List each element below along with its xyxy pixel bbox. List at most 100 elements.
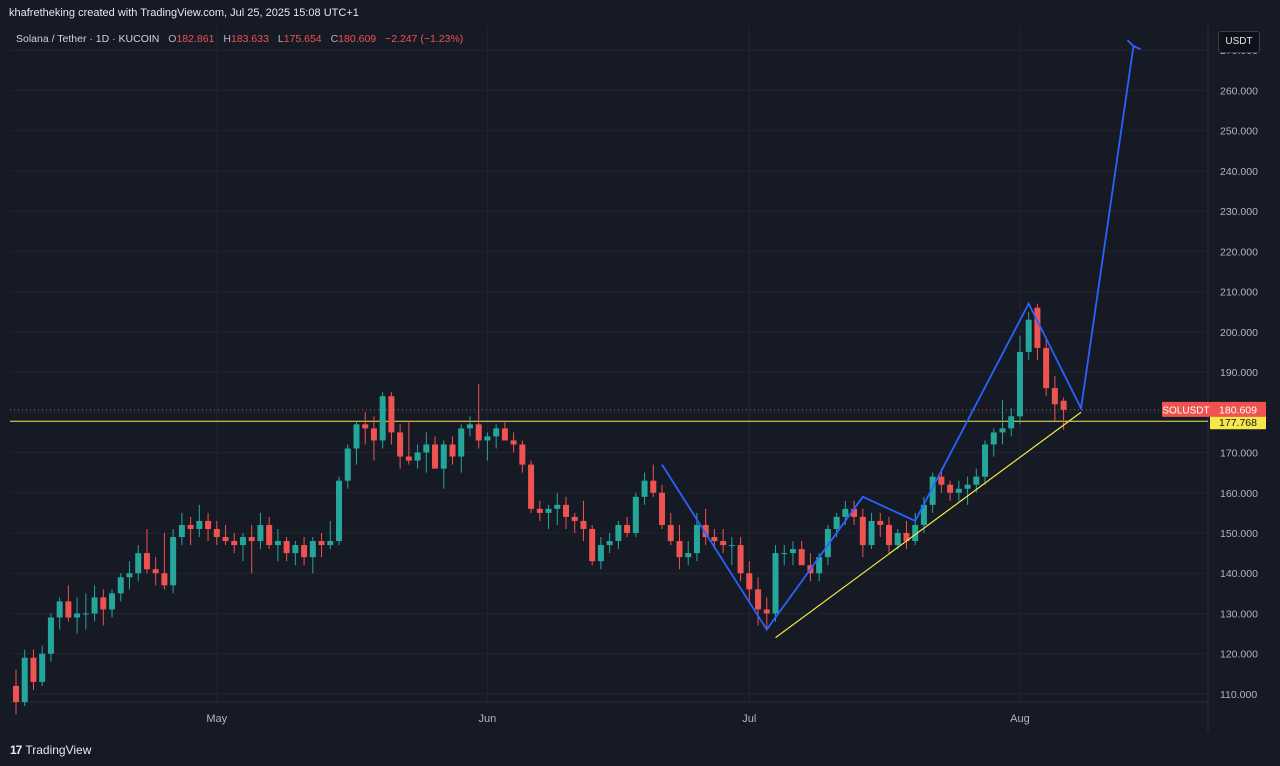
support-level-badge bbox=[1210, 414, 1266, 430]
candle-body bbox=[912, 524, 919, 542]
candle-body bbox=[143, 553, 150, 570]
candle-body bbox=[362, 424, 369, 429]
candle-body bbox=[938, 476, 945, 485]
candle-body bbox=[353, 424, 360, 449]
price-tick-label: 130.000 bbox=[1220, 608, 1258, 620]
candle-body bbox=[170, 537, 177, 586]
candle-body bbox=[484, 436, 491, 441]
candle-body bbox=[536, 508, 543, 513]
tradingview-logo[interactable]: 17 TradingView bbox=[10, 743, 91, 757]
price-tick-label: 150.000 bbox=[1220, 528, 1258, 540]
candle-body bbox=[74, 613, 81, 618]
candle-body bbox=[624, 524, 631, 533]
candle-body bbox=[510, 440, 517, 445]
candle-body bbox=[117, 577, 124, 594]
tradingview-logo-text: TradingView bbox=[25, 743, 92, 757]
candle-body bbox=[615, 524, 622, 542]
candle-body bbox=[737, 545, 744, 574]
candle-body bbox=[973, 476, 980, 485]
candle-body bbox=[432, 444, 439, 469]
candle-body bbox=[56, 601, 63, 618]
candle-body bbox=[781, 553, 788, 555]
candle-body bbox=[693, 524, 700, 554]
candle-body bbox=[266, 524, 273, 546]
open-label: O bbox=[168, 33, 177, 45]
candle-body bbox=[379, 396, 386, 441]
close-label: C bbox=[330, 33, 339, 45]
candle-body bbox=[1025, 319, 1032, 352]
candle-body bbox=[763, 609, 770, 614]
candle-body bbox=[239, 537, 246, 546]
candle-body bbox=[196, 520, 203, 529]
symbol-legend: Solana / Tether · 1D · KUCOIN O182.861 H… bbox=[16, 33, 463, 45]
candle-body bbox=[746, 573, 753, 590]
candle-body bbox=[187, 524, 194, 529]
high-label: H bbox=[223, 33, 231, 45]
candle-body bbox=[685, 553, 692, 558]
candle-body bbox=[135, 553, 142, 574]
change-value: −2.247 (−1.23%) bbox=[385, 33, 464, 45]
candle-body bbox=[274, 541, 281, 546]
candle-body bbox=[222, 537, 229, 542]
candle-body bbox=[1051, 388, 1058, 405]
candle-body bbox=[1016, 351, 1023, 417]
candle-body bbox=[397, 432, 404, 457]
high-value: 183.633 bbox=[230, 33, 269, 45]
candle-body bbox=[545, 508, 552, 513]
candle-body bbox=[851, 508, 858, 517]
candle-body bbox=[877, 520, 884, 525]
projection-arrowhead bbox=[1126, 39, 1141, 50]
price-tick-label: 260.000 bbox=[1220, 85, 1258, 97]
candle-body bbox=[842, 508, 849, 517]
candle-body bbox=[405, 456, 412, 461]
candle-body bbox=[947, 484, 954, 493]
candle-body bbox=[964, 484, 971, 489]
price-tick-label: 200.000 bbox=[1220, 327, 1258, 339]
candle-body bbox=[257, 524, 264, 542]
candle-body bbox=[999, 428, 1006, 433]
candlestick-chart[interactable]: 270.000260.000250.000240.000230.000220.0… bbox=[10, 26, 1270, 732]
candle-body bbox=[580, 520, 587, 529]
candle-body bbox=[798, 549, 805, 566]
price-tick-label: 190.000 bbox=[1220, 367, 1258, 379]
chart-area[interactable]: 270.000260.000250.000240.000230.000220.0… bbox=[10, 26, 1270, 732]
last-price-badge bbox=[1210, 401, 1266, 417]
candle-body bbox=[632, 496, 639, 533]
candle-body bbox=[213, 528, 220, 538]
candle-body bbox=[519, 444, 526, 465]
candle-body bbox=[1060, 400, 1067, 410]
symbol-description[interactable]: Solana / Tether · 1D · KUCOIN bbox=[16, 33, 160, 45]
candle-body bbox=[903, 533, 910, 542]
candle-body bbox=[440, 444, 447, 469]
candle-body bbox=[47, 617, 54, 654]
candle-body bbox=[789, 549, 796, 554]
candle-body bbox=[650, 480, 657, 493]
candle-body bbox=[755, 589, 762, 610]
candle-body bbox=[458, 428, 465, 457]
candle-body bbox=[475, 424, 482, 441]
candle-body bbox=[833, 516, 840, 529]
close-value: 180.609 bbox=[338, 33, 377, 45]
price-tick-label: 120.000 bbox=[1220, 649, 1258, 661]
candle-body bbox=[388, 396, 395, 433]
candle-body bbox=[711, 537, 718, 542]
candle-body bbox=[886, 524, 892, 546]
candle-body bbox=[414, 452, 421, 461]
tradingview-logo-icon: 17 bbox=[10, 743, 22, 757]
candle-body bbox=[562, 504, 569, 517]
candle-body bbox=[929, 476, 936, 505]
candle-body bbox=[65, 601, 72, 618]
candle-body bbox=[554, 504, 561, 509]
candle-body bbox=[205, 520, 212, 529]
currency-button[interactable]: USDT bbox=[1218, 31, 1260, 53]
projection-zigzag bbox=[661, 45, 1135, 632]
open-value: 182.861 bbox=[176, 33, 215, 45]
candle-body bbox=[720, 541, 727, 546]
candle-body bbox=[728, 545, 735, 547]
time-tick-label: Jun bbox=[479, 713, 497, 725]
candle-body bbox=[318, 541, 325, 546]
price-tick-label: 250.000 bbox=[1220, 126, 1258, 138]
candle-body bbox=[676, 541, 683, 558]
candle-body bbox=[13, 685, 19, 702]
candle-body bbox=[1043, 347, 1050, 389]
